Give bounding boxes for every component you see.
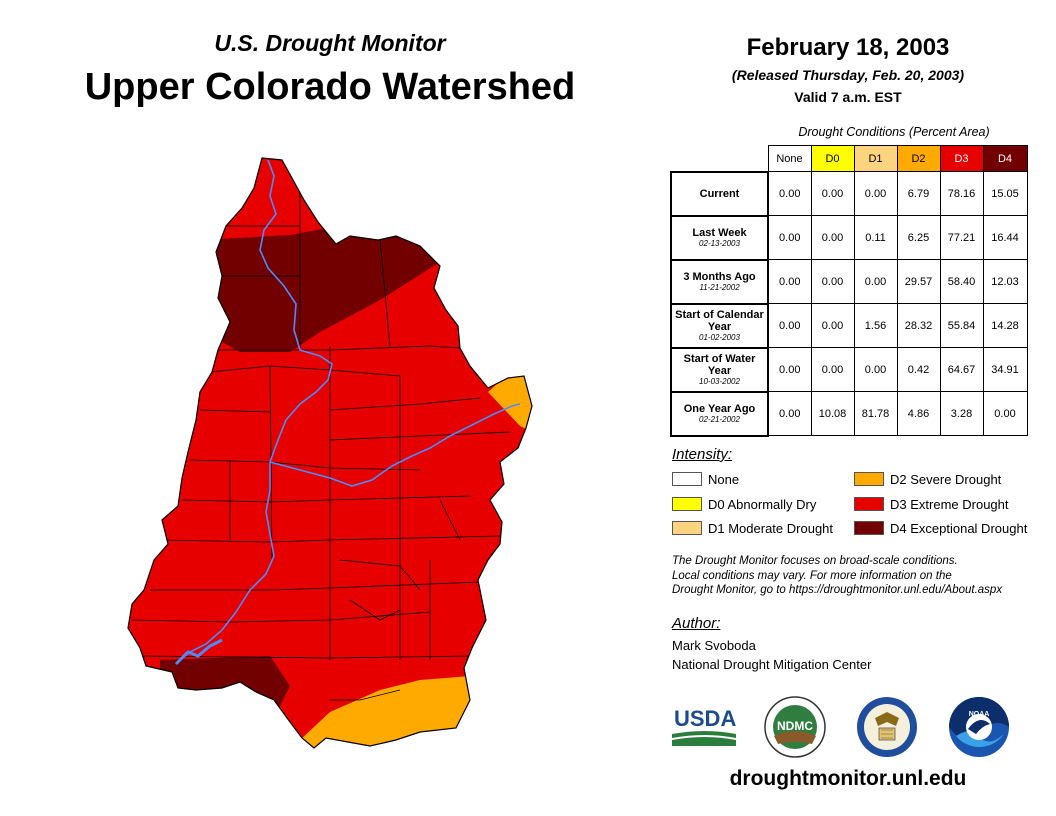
row-label: One Year Ago 02-21-2002 xyxy=(670,390,769,437)
table-cell: 0.00 xyxy=(767,303,812,348)
table-cell: 4.86 xyxy=(896,391,941,436)
legend-heading: Intensity: xyxy=(672,446,733,463)
map-date: February 18, 2003 xyxy=(746,34,950,61)
table-cell: 6.79 xyxy=(896,171,941,216)
col-header-d2: D2 xyxy=(896,145,941,172)
usda-logo: USDA xyxy=(672,706,736,746)
table-cell: 0.00 xyxy=(767,171,812,216)
disclaimer-note: The Drought Monitor focuses on broad-sca… xyxy=(672,555,1003,596)
commerce-seal-logo xyxy=(857,697,917,757)
noaa-logo-text: NOAA xyxy=(969,711,990,718)
drought-map xyxy=(127,157,533,749)
row-label: 3 Months Ago 11-21-2002 xyxy=(670,258,769,305)
map-title: Upper Colorado Watershed xyxy=(84,66,576,108)
col-header-none: None xyxy=(767,145,812,172)
table-cell: 0.00 xyxy=(767,215,812,260)
table-caption: Drought Conditions (Percent Area) xyxy=(798,125,990,139)
legend-item-d3: D3 Extreme Drought xyxy=(854,496,1009,512)
table-row: Start of Calendar Year 01-02-2003 0.00 0.… xyxy=(670,302,1028,349)
tributary-river xyxy=(269,403,521,487)
table-row: Current 0.00 0.00 0.00 6.79 78.16 15.05 xyxy=(670,170,1028,217)
table-cell: 0.11 xyxy=(853,215,898,260)
author-name: Mark Svoboda xyxy=(672,638,756,653)
drought-areas xyxy=(128,158,532,748)
table-cell: 0.00 xyxy=(810,171,855,216)
table-cell: 28.32 xyxy=(896,303,941,348)
table-header-row: None D0 D1 D2 D3 D4 xyxy=(671,145,1028,172)
colorado-river xyxy=(179,159,333,661)
table-cell: 78.16 xyxy=(939,171,984,216)
table-cell: 10.08 xyxy=(810,391,855,436)
watershed-outline xyxy=(127,157,533,749)
map-subtitle: U.S. Drought Monitor xyxy=(214,30,446,56)
table-cell: 14.28 xyxy=(982,303,1028,348)
legend-item-d0: D0 Abnormally Dry xyxy=(672,496,816,512)
author-organization: National Drought Mitigation Center xyxy=(672,657,872,672)
legend-swatch xyxy=(672,497,702,511)
table-cell: 29.57 xyxy=(896,259,941,304)
drought-conditions-table: None D0 D1 D2 D3 D4 Current 0.00 0.00 0.… xyxy=(670,145,1028,437)
table-row: Start of Water Year 10-03-2002 0.00 0.00 … xyxy=(670,346,1028,393)
ndmc-logo-text: NDMC xyxy=(777,719,813,733)
table-row: Last Week 02-13-2003 0.00 0.00 0.11 6.25 … xyxy=(670,214,1028,261)
legend-swatch xyxy=(672,472,702,486)
table-cell: 6.25 xyxy=(896,215,941,260)
table-cell: 0.00 xyxy=(853,347,898,392)
legend-swatch xyxy=(854,497,884,511)
usda-logo-text: USDA xyxy=(674,706,736,731)
row-label: Start of Water Year 10-03-2002 xyxy=(670,346,769,393)
table-cell: 58.40 xyxy=(939,259,984,304)
valid-time: Valid 7 a.m. EST xyxy=(794,89,902,105)
table-row: 3 Months Ago 11-21-2002 0.00 0.00 0.00 29… xyxy=(670,258,1028,305)
table-cell: 12.03 xyxy=(982,259,1028,304)
table-cell: 55.84 xyxy=(939,303,984,348)
site-url[interactable]: droughtmonitor.unl.edu xyxy=(729,767,967,790)
legend-swatch xyxy=(854,472,884,486)
legend-item-d1: D1 Moderate Drought xyxy=(672,520,833,536)
col-header-d4: D4 xyxy=(982,145,1028,172)
row-label: Start of Calendar Year 01-02-2003 xyxy=(670,302,769,349)
table-cell: 64.67 xyxy=(939,347,984,392)
ndmc-logo: NDMC xyxy=(764,696,826,758)
row-label: Current xyxy=(670,170,769,217)
table-cell: 0.42 xyxy=(896,347,941,392)
row-label: Last Week 02-13-2003 xyxy=(670,214,769,261)
col-header-d3: D3 xyxy=(939,145,984,172)
legend-swatch xyxy=(854,521,884,535)
legend-item-d4: D4 Exceptional Drought xyxy=(854,520,1027,536)
table-cell: 0.00 xyxy=(810,347,855,392)
lake-powell xyxy=(174,638,223,666)
table-row: One Year Ago 02-21-2002 0.00 10.08 81.78 … xyxy=(670,390,1028,437)
table-cell: 0.00 xyxy=(767,391,812,436)
table-cell: 0.00 xyxy=(810,259,855,304)
table-cell: 34.91 xyxy=(982,347,1028,392)
release-date: (Released Thursday, Feb. 20, 2003) xyxy=(731,67,965,83)
table-cell: 1.56 xyxy=(853,303,898,348)
legend-swatch xyxy=(672,521,702,535)
table-cell: 0.00 xyxy=(767,259,812,304)
legend-item-d2: D2 Severe Drought xyxy=(854,471,1001,487)
author-heading: Author: xyxy=(672,615,721,632)
table-cell: 0.00 xyxy=(767,347,812,392)
col-header-d0: D0 xyxy=(810,145,855,172)
table-cell: 0.00 xyxy=(853,259,898,304)
col-header-d1: D1 xyxy=(853,145,898,172)
table-cell: 15.05 xyxy=(982,171,1028,216)
table-cell: 0.00 xyxy=(810,303,855,348)
table-cell: 77.21 xyxy=(939,215,984,260)
noaa-logo: NOAA xyxy=(949,697,1009,757)
d2-area-south xyxy=(270,676,480,748)
table-cell: 0.00 xyxy=(853,171,898,216)
table-cell: 0.00 xyxy=(982,391,1028,436)
table-cell: 3.28 xyxy=(939,391,984,436)
table-cell: 16.44 xyxy=(982,215,1028,260)
legend-item-none: None xyxy=(672,471,739,487)
table-cell: 0.00 xyxy=(810,215,855,260)
table-cell: 81.78 xyxy=(853,391,898,436)
